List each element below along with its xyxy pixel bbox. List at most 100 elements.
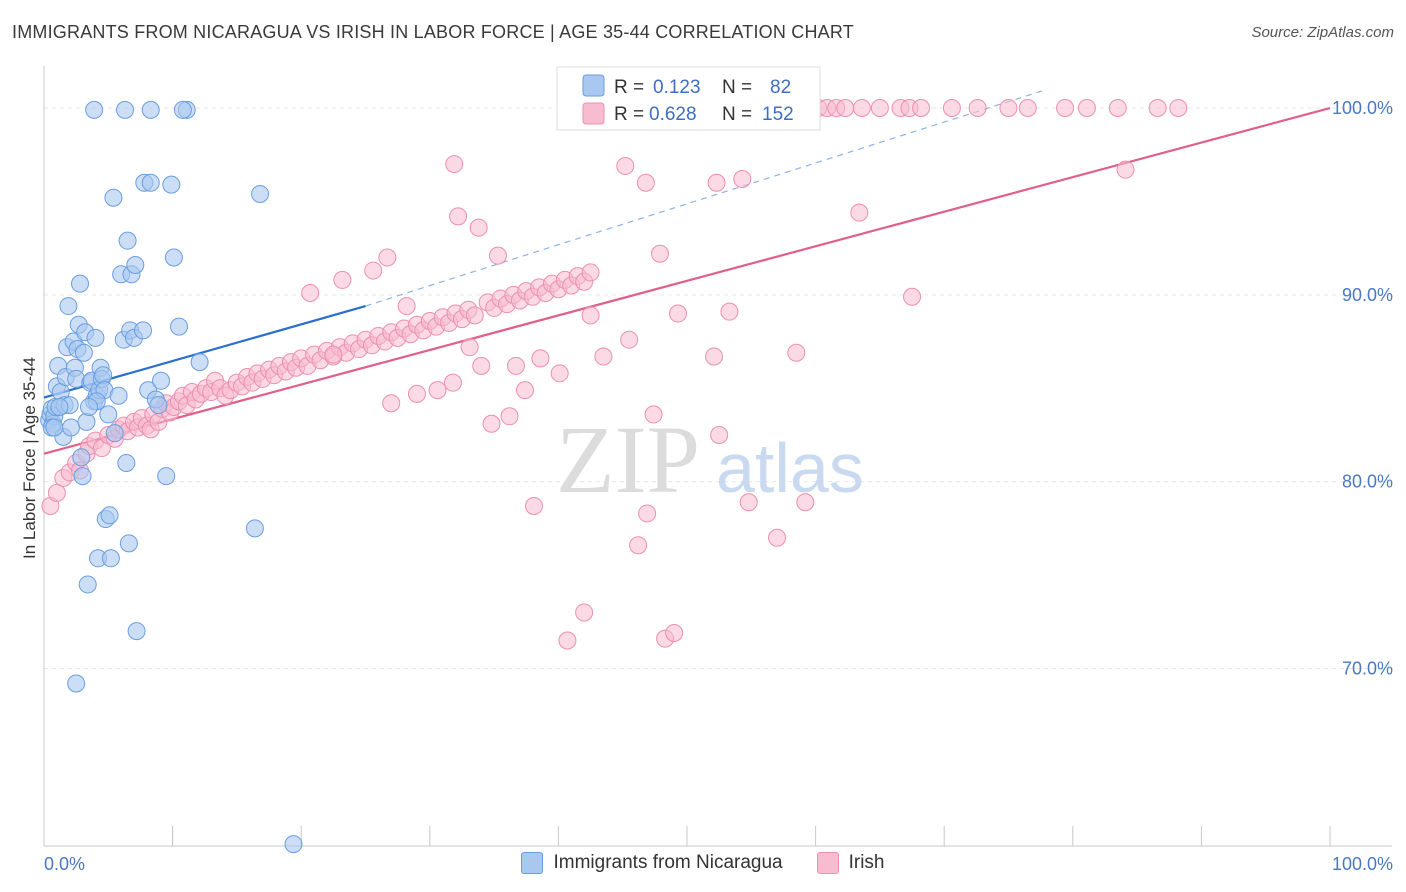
irish-point	[500, 407, 519, 426]
nicaragua-point	[134, 321, 153, 340]
x-tick-label: 0.0%	[44, 854, 85, 874]
irish-point	[460, 338, 479, 357]
irish-point	[301, 283, 320, 302]
nicaragua-point	[77, 412, 96, 431]
nicaragua-point	[74, 343, 93, 362]
nicaragua-point	[126, 255, 145, 274]
trend-lines	[43, 88, 1331, 455]
nicaragua-point	[85, 100, 104, 119]
series-legend: Immigrants from Nicaragua Irish	[0, 852, 1406, 874]
irish-point	[378, 248, 397, 267]
nicaragua-point	[141, 100, 160, 119]
legend-swatch-nicaragua	[521, 852, 544, 874]
legend-item-nicaragua: Immigrants from Nicaragua	[521, 852, 783, 874]
irish-point	[636, 173, 655, 192]
nicaragua-point	[152, 371, 171, 390]
irish-point	[1169, 99, 1188, 118]
irish-point	[515, 381, 534, 400]
irish-point	[397, 297, 416, 316]
irish-point	[472, 356, 491, 375]
irish-point	[594, 347, 613, 366]
irish-point	[870, 99, 889, 118]
legend-blue-n-value: 82	[770, 77, 791, 98]
irish-point	[531, 349, 550, 368]
nicaragua-point	[157, 467, 176, 486]
legend-label-nicaragua: Immigrants from Nicaragua	[553, 852, 783, 873]
nicaragua-point	[164, 248, 183, 267]
watermark: ZIP atlas	[556, 406, 864, 513]
legend-item-irish: Irish	[816, 852, 885, 874]
irish-point	[488, 246, 507, 265]
x-tick-label: 100.0%	[1332, 854, 1393, 874]
irish-point	[443, 373, 462, 392]
legend-pink-n-label: N =	[722, 104, 752, 125]
tick-labels: 100.0% 90.0% 80.0% 70.0% 0.0% 100.0%	[44, 98, 1393, 874]
legend-pink-r-value: 0.628	[649, 104, 697, 125]
y-tick-label: 90.0%	[1342, 285, 1393, 305]
nicaragua-point	[101, 549, 120, 568]
nicaragua-point	[117, 454, 136, 472]
irish-point	[620, 330, 639, 349]
nicaragua-point	[119, 534, 138, 553]
irish-point	[629, 536, 648, 555]
nicaragua-point	[72, 448, 91, 467]
legend-swatch-blue	[582, 74, 605, 97]
irish-point	[616, 156, 635, 175]
y-tick-label: 70.0%	[1342, 659, 1393, 679]
nicaragua-point	[141, 173, 160, 192]
irish-point	[1148, 99, 1167, 118]
nicaragua-point	[118, 231, 137, 250]
nicaragua-point	[109, 386, 128, 405]
chart-title: IMMIGRANTS FROM NICARAGUA VS IRISH IN LA…	[12, 22, 854, 42]
nicaragua-point	[105, 424, 124, 443]
irish-point	[333, 270, 352, 289]
irish-point	[428, 381, 447, 400]
y-axis-title: In Labor Force | Age 35-44	[20, 357, 39, 559]
irish-point	[581, 306, 600, 325]
watermark-zip: ZIP	[556, 406, 700, 513]
irish-point	[581, 263, 600, 282]
nicaragua-point	[71, 274, 90, 293]
irish-point	[47, 483, 66, 502]
irish-point	[720, 302, 739, 321]
y-tick-label: 80.0%	[1342, 472, 1393, 492]
irish-point	[1056, 99, 1075, 118]
irish-point	[942, 99, 961, 118]
irish-point	[665, 624, 684, 643]
irish-point	[1116, 160, 1135, 179]
legend-pink-r-label: R =	[614, 104, 644, 125]
irish-trend-line	[43, 106, 1331, 455]
irish-point	[999, 99, 1018, 118]
nicaragua-point	[162, 175, 181, 194]
nicaragua-point	[62, 418, 81, 437]
irish-point	[1018, 99, 1037, 118]
irish-point	[850, 203, 869, 222]
nicaragua-point	[116, 100, 135, 119]
irish-point	[787, 343, 806, 362]
nicaragua-point	[59, 297, 78, 316]
irish-point	[465, 306, 484, 325]
irish-point	[558, 631, 577, 650]
irish-point	[324, 345, 343, 364]
irish-point	[644, 405, 663, 424]
irish-point	[407, 384, 426, 403]
legend-blue-r-label: R =	[614, 77, 644, 98]
irish-point	[382, 394, 401, 413]
irish-point	[739, 493, 758, 512]
watermark-atlas: atlas	[716, 429, 864, 507]
nicaragua-point	[170, 317, 189, 336]
nicaragua-point	[251, 184, 270, 203]
nicaragua-point	[50, 397, 69, 416]
nicaragua-point	[149, 396, 168, 415]
nicaragua-point	[190, 353, 209, 372]
irish-point	[968, 99, 987, 118]
irish-points	[41, 99, 1188, 650]
nicaragua-point	[94, 366, 113, 385]
irish-point	[482, 414, 501, 433]
nicaragua-point	[99, 405, 118, 424]
legend-blue-n-label: N =	[722, 77, 752, 98]
stats-legend: R = 0.123 N = 82 R = 0.628 N = 152	[556, 66, 821, 131]
irish-point	[836, 99, 855, 118]
legend-blue-r-value: 0.123	[653, 77, 701, 98]
